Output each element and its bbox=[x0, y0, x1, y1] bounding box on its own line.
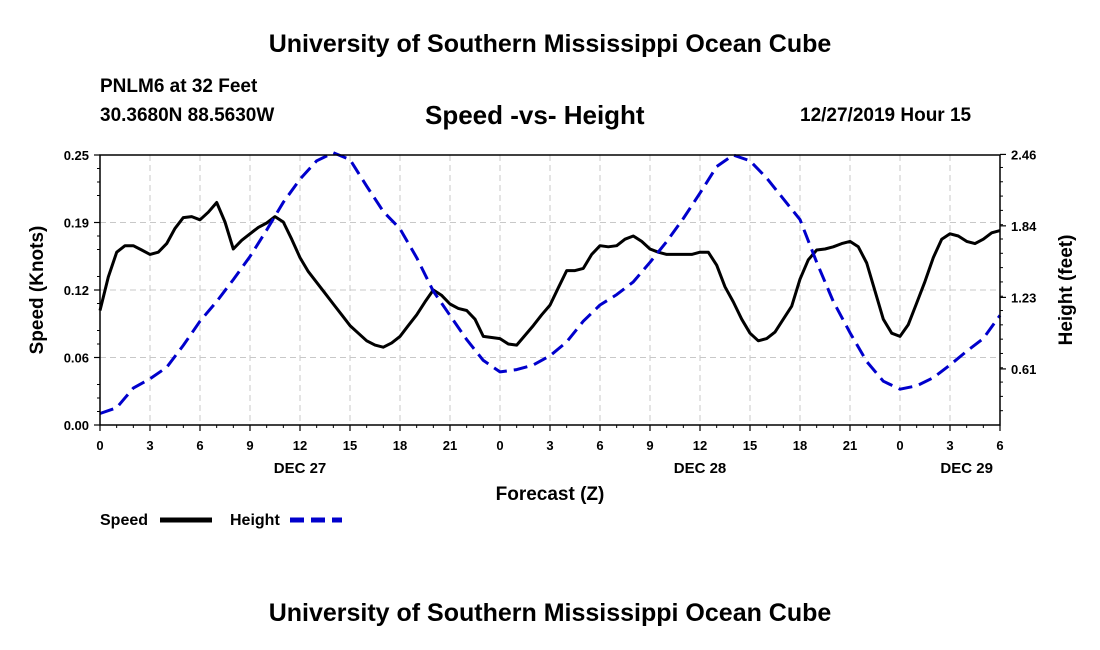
x-axis-title: Forecast (Z) bbox=[496, 484, 605, 505]
day-label: DEC 29 bbox=[940, 460, 993, 477]
day-label: DEC 27 bbox=[274, 460, 327, 477]
y-tick-label: 0.25 bbox=[64, 148, 89, 163]
x-tick-label: 3 bbox=[946, 438, 953, 453]
legend-label-speed: Speed bbox=[100, 512, 148, 529]
x-tick-label: 15 bbox=[743, 438, 757, 453]
grid-lines bbox=[100, 155, 1000, 425]
x-tick-label: 3 bbox=[146, 438, 153, 453]
y-tick-label: 0.12 bbox=[64, 283, 89, 298]
x-tick-label: 12 bbox=[693, 438, 707, 453]
legend-label-height: Height bbox=[230, 512, 280, 529]
x-tick-label: 6 bbox=[596, 438, 603, 453]
x-tick-label: 6 bbox=[996, 438, 1003, 453]
height-series-line bbox=[99, 151, 1002, 415]
y2-axis-title: Height (feet) bbox=[1056, 235, 1077, 346]
x-tick-label: 9 bbox=[246, 438, 253, 453]
y-axis-title: Speed (Knots) bbox=[27, 226, 48, 355]
x-tick-label: 12 bbox=[293, 438, 307, 453]
axis-labels: 0 3 6 9 12 15 18 21 0 3 6 9 12 15 18 21 0 3 6 0.00 0.06 0.12 0… bbox=[27, 147, 1077, 505]
x-tick-label: 21 bbox=[843, 438, 857, 453]
x-tick-label: 0 bbox=[896, 438, 903, 453]
x-tick-label: 3 bbox=[546, 438, 553, 453]
x-tick-label: 6 bbox=[196, 438, 203, 453]
legend: Speed Height bbox=[100, 512, 342, 529]
chart-date: 12/27/2019 Hour 15 bbox=[800, 105, 972, 126]
speed-series-line bbox=[98, 201, 1001, 349]
station-coords: 30.3680N 88.5630W bbox=[100, 105, 275, 126]
chart-title: Speed -vs- Height bbox=[425, 100, 645, 130]
y2-tick-label: 1.23 bbox=[1011, 290, 1036, 305]
x-tick-label: 18 bbox=[793, 438, 807, 453]
x-tick-label: 9 bbox=[646, 438, 653, 453]
x-tick-label: 0 bbox=[496, 438, 503, 453]
plot-frame bbox=[99, 154, 1001, 426]
y2-tick-label: 0.61 bbox=[1011, 362, 1036, 377]
y-tick-label: 0.00 bbox=[64, 418, 89, 433]
y2-tick-label: 1.84 bbox=[1011, 219, 1037, 234]
day-label: DEC 28 bbox=[674, 460, 727, 477]
x-tick-label: 15 bbox=[343, 438, 357, 453]
x-tick-label: 0 bbox=[96, 438, 103, 453]
y-tick-label: 0.06 bbox=[64, 351, 89, 366]
footer-title: University of Southern Mississippi Ocean… bbox=[268, 599, 832, 627]
series-lines bbox=[98, 151, 1002, 415]
y2-tick-label: 2.46 bbox=[1011, 147, 1036, 162]
header-title: University of Southern Mississippi Ocean… bbox=[268, 30, 832, 58]
y-tick-label: 0.19 bbox=[64, 216, 89, 231]
station-name: PNLM6 at 32 Feet bbox=[100, 76, 258, 97]
x-tick-label: 18 bbox=[393, 438, 407, 453]
x-tick-label: 21 bbox=[443, 438, 457, 453]
